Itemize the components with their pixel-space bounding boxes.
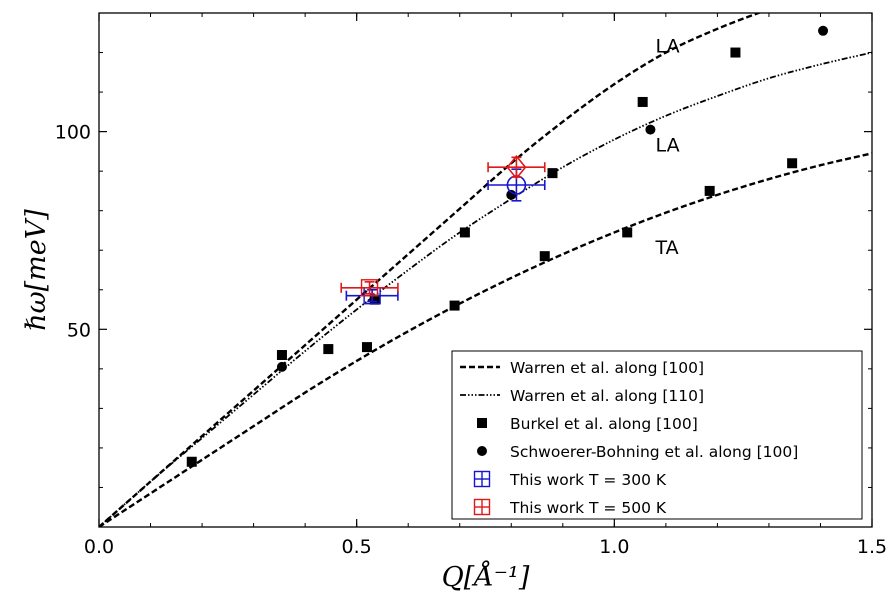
x-tick-label: 0.5 <box>342 536 372 558</box>
data-point-square <box>276 350 287 361</box>
errorbar-point <box>487 154 546 180</box>
legend-label: Burkel et al. along [100] <box>510 415 698 433</box>
data-point-square <box>637 96 648 107</box>
series-line-0-0 <box>99 13 762 527</box>
legend: Warren et al. along [100] Warren et al. a… <box>451 350 863 520</box>
x-tick-label: 1.5 <box>857 536 887 558</box>
data-point-square <box>361 342 372 353</box>
data-point-square <box>730 47 741 58</box>
data-point-square <box>787 158 798 169</box>
open-diamond-marker <box>506 154 527 180</box>
markers-layer <box>186 25 829 467</box>
legend-label: Warren et al. along [100] <box>510 359 704 377</box>
data-point-square <box>704 185 715 196</box>
legend-label: Schwoerer-Bohning et al. along [100] <box>510 443 798 461</box>
series-line-1-0 <box>99 51 872 527</box>
legend-label: Warren et al. along [110] <box>510 387 704 405</box>
x-tick-label: 1.0 <box>599 536 629 558</box>
errorbar-point <box>340 279 399 297</box>
plot-frame <box>98 12 873 528</box>
series-line-0-1 <box>99 152 872 527</box>
annotations-layer: LA LA TA <box>655 36 680 260</box>
curve-annotation: TA <box>655 237 679 259</box>
y-axis-label: ℏω[meV] <box>21 209 52 331</box>
data-point-circle <box>645 124 656 135</box>
data-point-square <box>186 456 197 467</box>
x-axis-label: Q[Å⁻¹] <box>442 560 530 593</box>
curves-layer <box>99 13 872 527</box>
y-tick-label: 50 <box>67 319 91 341</box>
legend-label: This work T = 500 K <box>509 499 667 517</box>
legend-handle-square <box>477 418 487 428</box>
data-point-square <box>369 294 380 305</box>
data-point-circle <box>276 361 287 372</box>
legend-label: This work T = 300 K <box>509 471 667 489</box>
data-point-circle <box>818 25 829 36</box>
data-point-square <box>449 300 460 311</box>
data-point-square <box>622 227 633 238</box>
ticks-layer: 0.0 0.5 1.0 1.5 50 100 <box>55 13 887 558</box>
curve-annotation: LA <box>656 36 680 58</box>
data-point-square <box>323 344 334 355</box>
data-point-circle <box>506 189 517 200</box>
data-point-square <box>539 251 550 262</box>
open-square-marker <box>360 279 379 297</box>
y-tick-label: 100 <box>55 122 91 144</box>
data-point-square <box>547 168 558 179</box>
x-tick-label: 0.0 <box>84 536 114 558</box>
curve-annotation: LA <box>656 134 680 156</box>
data-point-square <box>459 227 470 238</box>
legend-box <box>451 350 863 520</box>
errorbars-layer <box>340 154 546 305</box>
legend-handle-circle <box>477 446 487 456</box>
errorbar-point <box>487 168 546 202</box>
